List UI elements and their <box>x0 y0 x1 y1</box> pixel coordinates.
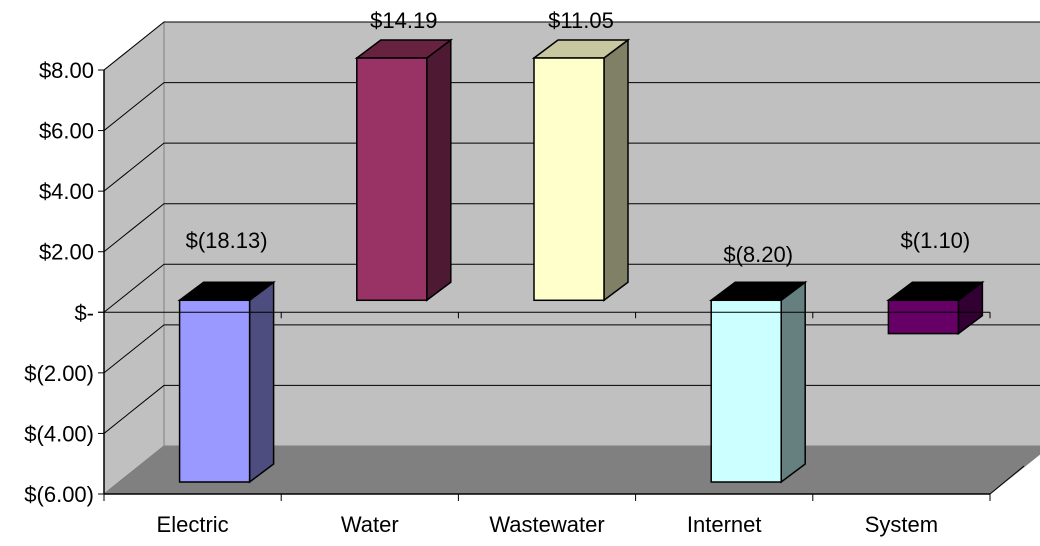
data-label: $11.05 <box>548 8 614 33</box>
y-tick-label: $- <box>74 300 94 325</box>
gridline <box>103 203 1040 253</box>
x-tick-label: Wastewater <box>489 512 604 537</box>
y-tick-label: $8.00 <box>39 58 94 83</box>
bar <box>533 57 605 302</box>
gridline <box>103 263 1040 313</box>
bars <box>177 38 985 484</box>
gridline <box>103 142 1040 192</box>
bar <box>710 299 782 483</box>
gridline <box>103 21 1040 71</box>
x-tick-label: Water <box>341 512 399 537</box>
y-tick-label: $(4.00) <box>24 421 94 446</box>
data-label: $(18.13) <box>186 228 268 253</box>
data-label: $(1.10) <box>901 228 971 253</box>
x-tick-label: System <box>865 512 938 537</box>
y-tick-label: $4.00 <box>39 179 94 204</box>
bar <box>178 299 251 483</box>
x-tick-label: Internet <box>687 512 762 537</box>
bar-side <box>426 38 452 302</box>
data-label: $(8.20) <box>723 242 793 267</box>
gridline <box>103 82 1040 131</box>
y-tick-label: $2.00 <box>39 240 94 265</box>
side-wall <box>103 20 165 496</box>
data-labels: $(18.13) $14.19 $11.05 $(8.20) $(1.10) <box>186 8 971 267</box>
y-tick-label: $(2.00) <box>24 361 94 386</box>
bar <box>887 299 960 335</box>
axes <box>98 69 1025 501</box>
x-axis-depth-line <box>989 465 1025 495</box>
x-tick-label: Electric <box>157 512 229 537</box>
bar <box>356 57 428 302</box>
bar-side <box>603 38 629 302</box>
y-tick-label: $(6.00) <box>24 482 94 507</box>
y-tick-label: $6.00 <box>39 119 94 144</box>
x-tick-labels: Electric Water Wastewater Internet System <box>157 512 939 537</box>
data-label: $14.19 <box>370 8 437 33</box>
y-tick-labels: $8.00 $6.00 $4.00 $2.00 $- $(2.00) $(4.00) $(6.… <box>24 58 94 507</box>
